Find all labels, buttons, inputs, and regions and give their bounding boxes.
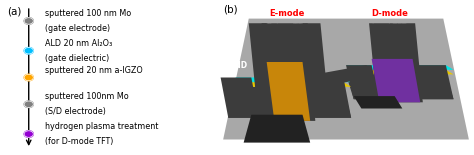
Text: V$_{\mathsf{OUT}}$: V$_{\mathsf{OUT}}$ <box>366 97 385 109</box>
Polygon shape <box>354 96 402 108</box>
Polygon shape <box>415 65 454 99</box>
Text: V$_{\mathsf{DD}}$: V$_{\mathsf{DD}}$ <box>454 48 469 60</box>
Circle shape <box>24 131 33 137</box>
Polygon shape <box>346 74 454 99</box>
Circle shape <box>24 18 33 24</box>
Text: (S/D electrode): (S/D electrode) <box>46 107 106 116</box>
Text: (gate electrode): (gate electrode) <box>46 24 110 33</box>
Polygon shape <box>249 23 274 101</box>
Circle shape <box>24 101 33 108</box>
Text: sputtered 100nm Mo: sputtered 100nm Mo <box>46 92 129 101</box>
Text: D-mode: D-mode <box>371 9 408 18</box>
Polygon shape <box>369 23 423 102</box>
Text: (a): (a) <box>7 6 21 16</box>
Text: (gate dielectric): (gate dielectric) <box>46 54 109 63</box>
Text: (b): (b) <box>223 5 238 15</box>
Polygon shape <box>267 62 310 121</box>
Polygon shape <box>308 78 351 118</box>
Polygon shape <box>302 23 328 101</box>
Polygon shape <box>223 19 469 140</box>
Text: sputtered 100 nm Mo: sputtered 100 nm Mo <box>46 9 132 18</box>
Polygon shape <box>372 59 420 102</box>
Polygon shape <box>228 82 351 87</box>
Polygon shape <box>346 65 379 99</box>
Polygon shape <box>346 65 454 70</box>
Text: hydrogen plasma treatment: hydrogen plasma treatment <box>46 122 159 131</box>
Polygon shape <box>262 23 315 121</box>
Text: ALD 20 nm Al₂O₃: ALD 20 nm Al₂O₃ <box>46 39 113 48</box>
Text: Driver TFT: Driver TFT <box>267 23 307 32</box>
Polygon shape <box>244 115 310 143</box>
Text: GND: GND <box>228 61 247 70</box>
Polygon shape <box>220 78 259 118</box>
Circle shape <box>24 47 33 54</box>
Polygon shape <box>315 65 372 87</box>
Text: E-mode: E-mode <box>269 9 305 18</box>
Text: sputtered 20 nm a-IGZO: sputtered 20 nm a-IGZO <box>46 66 143 75</box>
Text: Load TFT: Load TFT <box>373 23 407 32</box>
Polygon shape <box>228 78 351 82</box>
Polygon shape <box>346 70 454 74</box>
Circle shape <box>24 74 33 81</box>
Text: (for D-mode TFT): (for D-mode TFT) <box>46 137 114 146</box>
Polygon shape <box>228 87 351 118</box>
Text: V$_{\mathsf{IN}}$: V$_{\mathsf{IN}}$ <box>266 123 280 136</box>
